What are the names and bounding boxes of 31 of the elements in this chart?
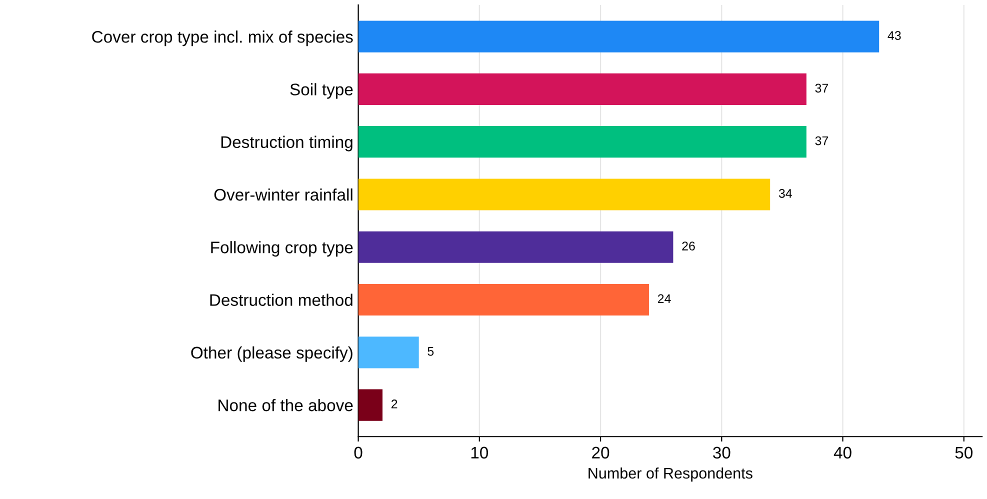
bar	[358, 178, 770, 210]
y-tick-label: Destruction timing	[221, 136, 352, 152]
x-tick-label: 50	[955, 446, 973, 459]
data-label: 37	[815, 136, 828, 146]
bar	[358, 336, 419, 368]
data-label: 5	[428, 347, 434, 356]
data-label: 34	[778, 188, 792, 198]
y-tick-label: None of the above	[218, 399, 353, 412]
bar	[358, 389, 383, 421]
data-label: 24	[658, 294, 671, 303]
y-tick-label: Destruction method	[210, 294, 352, 306]
y-tick-label: Soil type	[290, 83, 353, 99]
bar	[358, 73, 806, 106]
y-tick-label: Following crop type	[211, 241, 353, 257]
data-label: 2	[391, 400, 398, 408]
bar	[358, 231, 674, 263]
x-tick-label: 20	[592, 446, 610, 459]
bar	[358, 284, 649, 316]
x-axis-title: Number of Respondents	[588, 467, 752, 482]
x-tick-label: 0	[354, 446, 362, 459]
bar	[358, 20, 880, 52]
y-tick-label: Over-winter rainfall	[214, 188, 352, 201]
bar	[358, 126, 806, 158]
y-tick-label: Other (please specify)	[191, 346, 352, 362]
x-tick-label: 30	[713, 446, 730, 459]
y-tick-label: Cover crop type incl. mix of species	[92, 30, 353, 46]
data-label: 37	[815, 84, 828, 93]
x-tick-label: 10	[471, 446, 488, 459]
data-label: 26	[682, 242, 695, 250]
data-label: 43	[888, 31, 901, 40]
x-tick-label: 40	[834, 446, 852, 459]
